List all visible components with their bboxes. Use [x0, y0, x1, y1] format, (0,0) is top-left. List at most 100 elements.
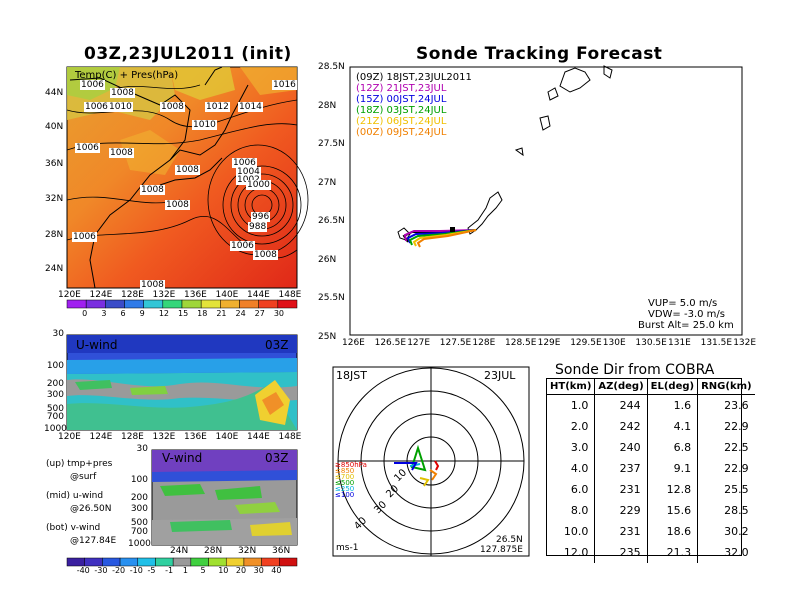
vwind-label: V-wind	[162, 451, 203, 465]
table-row: 6.0 231 12.8 25.5	[547, 479, 755, 500]
tracking-lat-label: 25.5N	[318, 293, 345, 303]
vwind-colorbar-tick-label: -5	[147, 566, 156, 575]
note-mid-level: @26.50N	[70, 504, 112, 514]
vwind-y-label: 1000	[128, 539, 151, 549]
table-cell: 240	[594, 437, 648, 458]
map-lon-label: 128E	[121, 290, 144, 300]
pressure-label: 1010	[192, 120, 217, 130]
table-row: 3.0 240 6.8 22.5	[547, 437, 755, 458]
vwind-y-label: 300	[130, 504, 148, 514]
pressure-label: 996	[251, 212, 271, 222]
map-subtitle: Temp(C) + Pres(hPa)	[75, 70, 179, 81]
colorbar-tick-label: 21	[216, 309, 227, 318]
level-label: ≤700	[335, 473, 355, 481]
hodograph-segment	[394, 462, 418, 471]
table-cell: 237	[594, 458, 648, 479]
uwind-x-label: 132E	[152, 432, 176, 442]
colorbar-swatch	[277, 299, 298, 309]
pressure-label: 1016	[272, 80, 297, 90]
vwind-colorbar-tick-label: -20	[112, 566, 126, 575]
map-lat-label: 24N	[45, 264, 64, 274]
uwind-x-label: 144E	[247, 432, 270, 442]
sonde-track	[416, 229, 477, 248]
uwind-time: 03Z	[265, 338, 289, 352]
colorbar-tick-label: 12	[158, 309, 170, 318]
pressure-label: 1008	[109, 148, 134, 158]
table-row: 4.0 237 9.1 22.9	[547, 458, 755, 479]
sonde-table-title: Sonde Dir from COBRA	[555, 362, 715, 378]
map-lon-label: 124E	[89, 290, 113, 300]
sonde-tracks	[402, 227, 477, 248]
table-cell: 12.0	[563, 546, 589, 559]
table-cell: 235	[594, 542, 648, 563]
table-cell: 22.9	[697, 458, 755, 479]
uwind-x-label: 124E	[89, 432, 113, 442]
tracking-lon-label: 126.5E	[374, 338, 407, 348]
vwind-y-label: 30	[136, 444, 148, 454]
uwind-x-label: 128E	[121, 432, 144, 442]
table-cell: 2.0	[570, 420, 589, 433]
vwind-colorbar-tick-label: -30	[94, 566, 108, 575]
tracking-lon-label: 130.5E	[635, 338, 667, 348]
uwind-y-label: 100	[46, 361, 64, 371]
tracking-lat-label: 28.5N	[318, 62, 345, 72]
radar-lon: 127.875E	[480, 545, 523, 555]
table-cell: 30.2	[697, 521, 755, 542]
table-cell: 10.0	[563, 525, 589, 538]
radar-time: 18JST	[336, 369, 367, 382]
table-cell: 32.0	[697, 542, 755, 563]
vwind-colorbar-tick-label: 5	[200, 566, 206, 575]
map-lat-label: 32N	[45, 194, 64, 204]
tracking-lon-label: 130E	[602, 338, 626, 348]
table-header-cell: EL(deg)	[646, 379, 698, 395]
note-up-level: @surf	[70, 472, 97, 482]
table-cell: 18.6	[646, 521, 698, 542]
pressure-label: 1008	[175, 165, 200, 175]
table-cell: 1.0	[570, 399, 589, 412]
pressure-label: 1006	[72, 232, 97, 242]
table-cell: 9.1	[646, 458, 698, 479]
tracking-lon-label: 128.5E	[505, 338, 537, 348]
map-lon-label: 148E	[278, 290, 302, 300]
uwind-y-label: 200	[46, 379, 64, 389]
vwind-x-label: 28N	[204, 546, 223, 556]
tracking-lat-label: 26N	[318, 254, 337, 265]
run-legend-entry: (09Z) 18JST,23JUL2011	[356, 72, 472, 83]
pressure-label: 988	[248, 222, 268, 232]
table-cell: 244	[594, 394, 648, 416]
colorbar-tick-label: 9	[139, 309, 145, 318]
pressure-label: 1014	[238, 102, 263, 112]
tracking-title: Sonde Tracking Forecast	[416, 44, 663, 64]
uwind-y-label: 30	[52, 329, 64, 339]
uwind-x-label: 140E	[215, 432, 239, 442]
table-cell: 25.5	[697, 479, 755, 500]
table-row: 10.0 231 18.6 30.2	[547, 521, 755, 542]
map-lat-label: 28N	[45, 230, 64, 240]
uwind-x-label: 148E	[278, 432, 302, 442]
table-cell: 22.9	[697, 416, 755, 437]
level-label: ≤850	[335, 467, 355, 475]
table-cell: 4.0	[570, 462, 589, 475]
map-lon-label: 140E	[215, 290, 239, 300]
level-label: ≥850hPa	[335, 461, 367, 469]
pressure-label: 1008	[140, 280, 165, 290]
colorbar-tick-label: 3	[101, 309, 107, 318]
table-cell: 231	[594, 521, 648, 542]
tracking-lon-label: 131E	[668, 338, 691, 348]
map-lon-label: 132E	[152, 290, 176, 300]
vwind-colorbar-tick-label: 10	[218, 566, 229, 575]
map-lat-label: 44N	[45, 88, 64, 98]
tracking-lat-label: 25N	[318, 331, 337, 342]
table-cell: 8.0	[570, 504, 589, 517]
pressure-label: 1000	[246, 180, 271, 190]
tracking-lon-label: 126E	[342, 338, 365, 348]
pressure-label: 1006	[230, 241, 255, 251]
pressure-label: 1004	[236, 167, 261, 177]
level-label: ≤500	[335, 479, 355, 487]
pressure-label: 1006	[75, 143, 100, 153]
vwind-x-label: 36N	[272, 546, 291, 556]
pressure-label: 1008	[165, 200, 190, 210]
map-lon-label: 136E	[184, 290, 207, 300]
radar-lat: 26.5N	[496, 535, 523, 545]
